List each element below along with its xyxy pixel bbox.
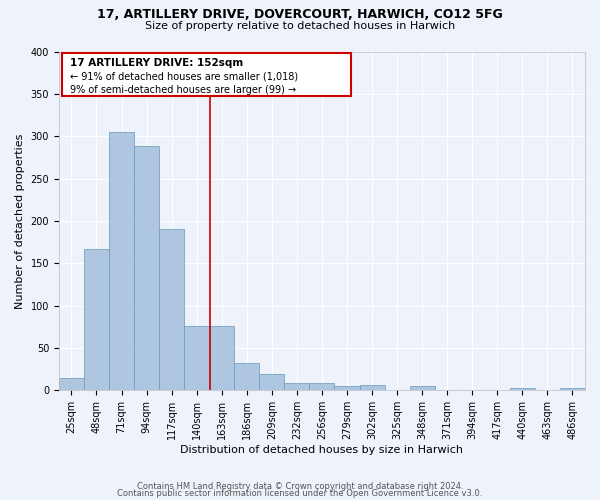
Bar xyxy=(184,326,209,390)
Bar xyxy=(284,382,310,390)
Text: 17, ARTILLERY DRIVE, DOVERCOURT, HARWICH, CO12 5FG: 17, ARTILLERY DRIVE, DOVERCOURT, HARWICH… xyxy=(97,8,503,20)
Bar xyxy=(109,132,134,390)
X-axis label: Distribution of detached houses by size in Harwich: Distribution of detached houses by size … xyxy=(181,445,463,455)
Bar xyxy=(234,363,259,390)
Bar xyxy=(560,388,585,390)
Bar xyxy=(84,249,109,390)
Bar xyxy=(134,146,159,390)
Text: 17 ARTILLERY DRIVE: 152sqm: 17 ARTILLERY DRIVE: 152sqm xyxy=(70,58,244,68)
Bar xyxy=(259,374,284,390)
Text: 9% of semi-detached houses are larger (99) →: 9% of semi-detached houses are larger (9… xyxy=(70,86,296,96)
Text: Contains HM Land Registry data © Crown copyright and database right 2024.: Contains HM Land Registry data © Crown c… xyxy=(137,482,463,491)
Bar xyxy=(159,228,184,390)
Bar xyxy=(410,386,434,390)
Text: Contains public sector information licensed under the Open Government Licence v3: Contains public sector information licen… xyxy=(118,490,482,498)
Text: ← 91% of detached houses are smaller (1,018): ← 91% of detached houses are smaller (1,… xyxy=(70,72,299,82)
Bar xyxy=(510,388,535,390)
FancyBboxPatch shape xyxy=(62,53,351,96)
Bar xyxy=(334,386,359,390)
Bar xyxy=(310,382,334,390)
Bar xyxy=(359,386,385,390)
Text: Size of property relative to detached houses in Harwich: Size of property relative to detached ho… xyxy=(145,21,455,31)
Bar xyxy=(209,326,234,390)
Y-axis label: Number of detached properties: Number of detached properties xyxy=(15,133,25,308)
Bar xyxy=(59,378,84,390)
